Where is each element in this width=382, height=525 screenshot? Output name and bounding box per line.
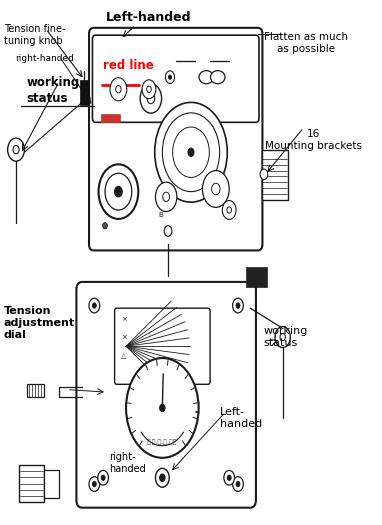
- Circle shape: [155, 468, 169, 487]
- Text: Left-handed: Left-handed: [106, 10, 192, 24]
- Circle shape: [8, 138, 24, 161]
- Circle shape: [140, 83, 162, 113]
- Circle shape: [202, 171, 229, 207]
- Circle shape: [98, 470, 108, 485]
- Text: red line: red line: [103, 59, 154, 72]
- Circle shape: [105, 173, 132, 210]
- Text: Tension
adjustment
dial: Tension adjustment dial: [4, 306, 75, 340]
- Circle shape: [224, 470, 235, 485]
- Circle shape: [165, 71, 175, 83]
- Text: 16
Mounting brackets: 16 Mounting brackets: [265, 129, 362, 151]
- Bar: [101, 114, 120, 122]
- Bar: [80, 80, 89, 105]
- Text: right-handed: right-handed: [15, 54, 74, 63]
- Circle shape: [110, 78, 127, 101]
- FancyBboxPatch shape: [115, 308, 210, 384]
- Circle shape: [99, 164, 138, 219]
- Circle shape: [13, 145, 19, 154]
- Circle shape: [260, 169, 268, 180]
- Circle shape: [275, 327, 290, 348]
- Text: Flatten as much
as possible: Flatten as much as possible: [264, 32, 348, 54]
- Bar: [246, 267, 267, 287]
- Circle shape: [89, 477, 100, 491]
- Circle shape: [188, 148, 194, 156]
- Text: right-
handed: right- handed: [109, 452, 146, 474]
- Circle shape: [92, 303, 96, 308]
- Ellipse shape: [199, 70, 214, 83]
- Text: 工.小.中.大.调节: 工.小.中.大.调节: [147, 439, 178, 445]
- Text: B: B: [158, 212, 163, 218]
- Circle shape: [126, 358, 199, 458]
- Text: Left-
handed: Left- handed: [220, 407, 262, 429]
- Circle shape: [236, 303, 240, 308]
- FancyBboxPatch shape: [76, 282, 256, 508]
- Circle shape: [160, 474, 165, 481]
- Bar: [27, 384, 44, 397]
- FancyBboxPatch shape: [92, 35, 259, 122]
- Circle shape: [233, 477, 243, 491]
- Text: △: △: [121, 353, 127, 359]
- Bar: [44, 470, 59, 498]
- Circle shape: [89, 298, 100, 313]
- Text: Tension fine-
tuning knob: Tension fine- tuning knob: [4, 24, 65, 46]
- Text: working
status: working status: [27, 76, 80, 105]
- Circle shape: [116, 86, 121, 93]
- Circle shape: [227, 475, 231, 480]
- Bar: [262, 150, 288, 200]
- Circle shape: [160, 404, 165, 412]
- Ellipse shape: [210, 70, 225, 83]
- Text: working
status: working status: [264, 326, 308, 348]
- Circle shape: [155, 182, 177, 212]
- Text: ×: ×: [121, 316, 127, 322]
- Circle shape: [233, 298, 243, 313]
- Circle shape: [142, 80, 156, 99]
- Circle shape: [103, 223, 107, 229]
- FancyBboxPatch shape: [89, 28, 262, 250]
- Circle shape: [147, 86, 151, 92]
- Circle shape: [92, 481, 96, 487]
- Circle shape: [147, 93, 155, 104]
- Circle shape: [168, 75, 172, 79]
- Circle shape: [162, 113, 220, 192]
- Circle shape: [115, 186, 122, 197]
- Circle shape: [222, 201, 236, 219]
- Circle shape: [236, 481, 240, 487]
- Circle shape: [212, 183, 220, 195]
- Text: ×: ×: [121, 334, 127, 340]
- Circle shape: [164, 226, 172, 236]
- Circle shape: [227, 207, 231, 213]
- Circle shape: [163, 192, 170, 202]
- Circle shape: [173, 127, 209, 177]
- Bar: [19, 465, 44, 502]
- Circle shape: [101, 475, 105, 480]
- Circle shape: [155, 102, 227, 202]
- Circle shape: [280, 333, 285, 341]
